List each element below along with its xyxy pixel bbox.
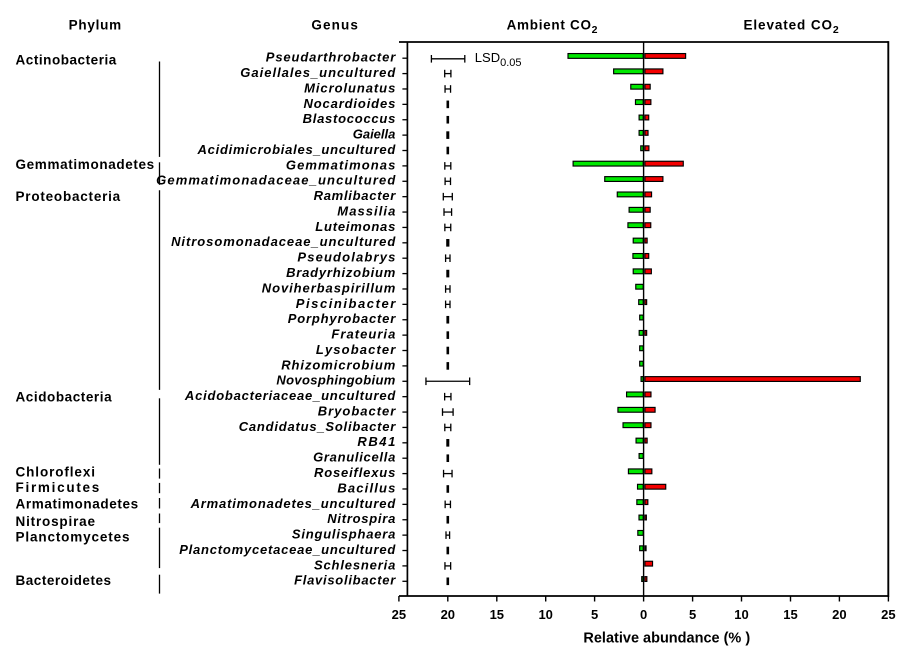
svg-text:Singulisphaera: Singulisphaera <box>292 527 395 542</box>
svg-text:Relative abundance (% ): Relative abundance (% ) <box>583 631 750 647</box>
svg-text:Frateuria: Frateuria <box>331 327 395 342</box>
svg-text:Acidobacteriaceae_uncultured: Acidobacteriaceae_uncultured <box>184 388 396 403</box>
svg-text:Pseudolabrys: Pseudolabrys <box>297 250 395 265</box>
svg-text:Chloroflexi: Chloroflexi <box>16 465 96 480</box>
svg-text:Actinobacteria: Actinobacteria <box>16 52 117 67</box>
svg-text:25: 25 <box>392 607 406 622</box>
svg-text:Lysobacter: Lysobacter <box>316 342 396 357</box>
svg-text:15: 15 <box>490 607 504 622</box>
svg-text:10: 10 <box>734 607 748 622</box>
svg-text:Massilia: Massilia <box>337 203 395 218</box>
svg-text:Flavisolibacter: Flavisolibacter <box>294 573 396 588</box>
svg-text:Genus: Genus <box>311 18 358 33</box>
svg-text:Schlesneria: Schlesneria <box>314 557 395 572</box>
svg-text:Elevated CO2: Elevated CO2 <box>744 18 839 37</box>
svg-text:Gaiella: Gaiella <box>353 127 396 142</box>
svg-text:Nitrospira: Nitrospira <box>327 511 395 526</box>
svg-text:Roseiflexus: Roseiflexus <box>314 465 395 480</box>
svg-text:Armatimonadetes: Armatimonadetes <box>16 497 139 512</box>
svg-text:Planctomycetaceae_uncultured: Planctomycetaceae_uncultured <box>179 542 396 557</box>
svg-text:Phylum: Phylum <box>69 18 122 33</box>
svg-text:Acidobacteria: Acidobacteria <box>16 389 113 404</box>
svg-text:Granulicella: Granulicella <box>313 450 395 465</box>
svg-text:25: 25 <box>881 607 895 622</box>
svg-text:Rhizomicrobium: Rhizomicrobium <box>281 357 396 372</box>
svg-text:20: 20 <box>832 607 846 622</box>
svg-text:0: 0 <box>640 607 647 622</box>
svg-text:15: 15 <box>783 607 797 622</box>
svg-text:Novosphingobium: Novosphingobium <box>276 373 395 388</box>
svg-text:Nitrosomonadaceae_uncultured: Nitrosomonadaceae_uncultured <box>171 234 396 249</box>
svg-text:5: 5 <box>689 607 696 622</box>
svg-text:Ramlibacter: Ramlibacter <box>314 188 397 203</box>
svg-text:5: 5 <box>591 607 598 622</box>
svg-text:10: 10 <box>538 607 552 622</box>
svg-text:Bacteroidetes: Bacteroidetes <box>16 573 112 588</box>
svg-text:20: 20 <box>441 607 455 622</box>
svg-text:Blastococcus: Blastococcus <box>303 111 396 126</box>
svg-text:Gemmatimonas: Gemmatimonas <box>286 157 395 172</box>
svg-text:Armatimonadetes_uncultured: Armatimonadetes_uncultured <box>190 496 397 511</box>
svg-text:RB41: RB41 <box>357 434 395 449</box>
svg-text:Luteimonas: Luteimonas <box>315 219 395 234</box>
svg-text:Pseudarthrobacter: Pseudarthrobacter <box>266 50 396 65</box>
svg-text:Bradyrhizobium: Bradyrhizobium <box>286 265 396 280</box>
svg-text:Noviherbaspirillum: Noviherbaspirillum <box>262 280 396 295</box>
svg-text:Piscinibacter: Piscinibacter <box>296 296 396 311</box>
svg-text:Ambient CO2: Ambient CO2 <box>507 18 598 37</box>
svg-text:Microlunatus: Microlunatus <box>304 80 395 95</box>
svg-text:Candidatus_Solibacter: Candidatus_Solibacter <box>239 419 397 434</box>
svg-text:Nocardioides: Nocardioides <box>304 96 396 111</box>
svg-text:Bryobacter: Bryobacter <box>318 403 396 418</box>
svg-text:Gaiellales_uncultured: Gaiellales_uncultured <box>240 65 396 80</box>
svg-text:Acidimicrobiales_uncultured: Acidimicrobiales_uncultured <box>197 142 397 157</box>
svg-text:Planctomycetes: Planctomycetes <box>16 529 130 544</box>
svg-text:Firmicutes: Firmicutes <box>16 480 100 495</box>
svg-text:Porphyrobacter: Porphyrobacter <box>288 311 397 326</box>
svg-text:Proteobacteria: Proteobacteria <box>16 189 121 204</box>
svg-text:Bacillus: Bacillus <box>337 480 395 495</box>
svg-text:Gemmatimonadaceae_uncultured: Gemmatimonadaceae_uncultured <box>156 173 396 188</box>
svg-text:Nitrospirae: Nitrospirae <box>16 514 96 529</box>
svg-text:Gemmatimonadetes: Gemmatimonadetes <box>16 157 155 172</box>
